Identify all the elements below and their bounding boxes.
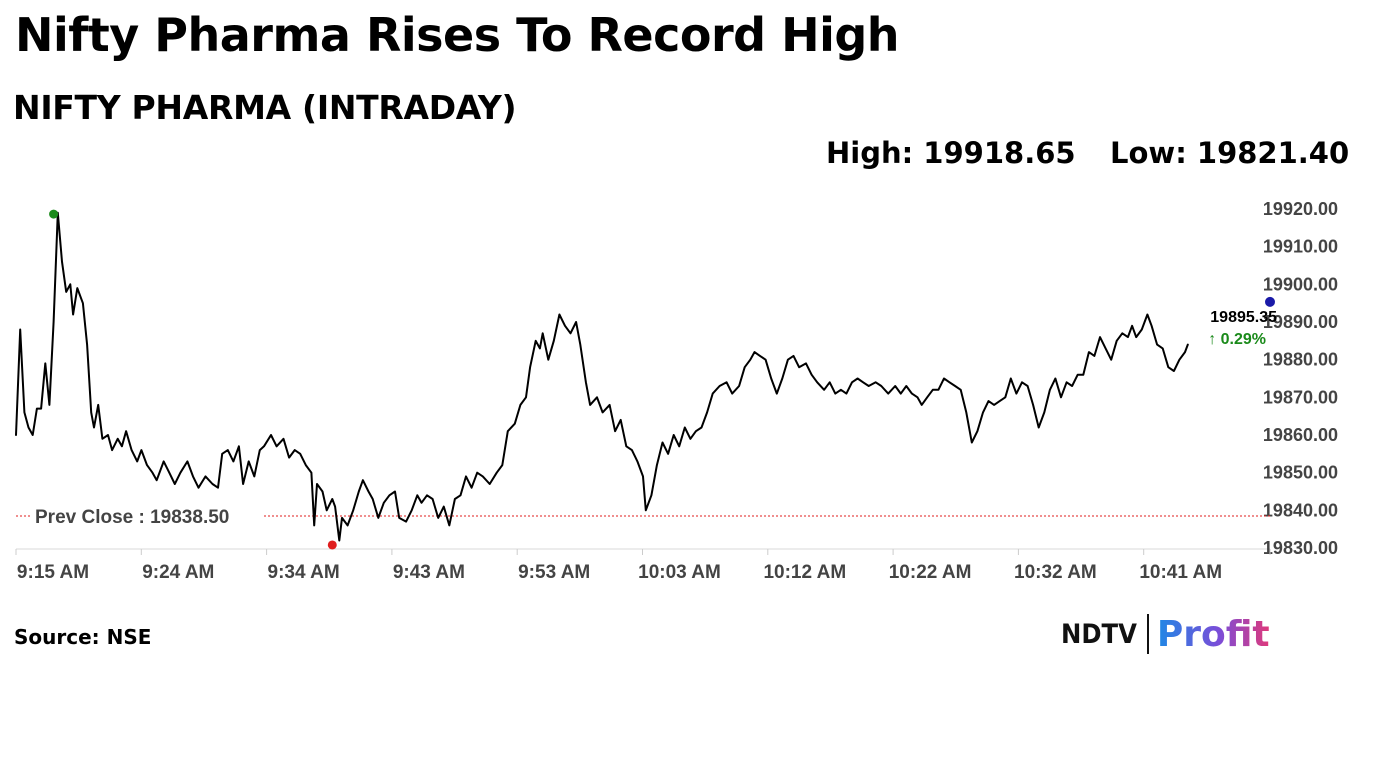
- x-tick-label: 10:12 AM: [763, 562, 846, 583]
- y-tick-label: 19890.00: [1263, 312, 1338, 332]
- x-tick-label: 9:34 AM: [268, 562, 340, 583]
- change-percent-label: ↑ 0.29%: [1208, 331, 1266, 348]
- y-tick-label: 19910.00: [1263, 237, 1338, 257]
- x-tick-label: 10:03 AM: [638, 562, 721, 583]
- y-tick-label: 19900.00: [1263, 274, 1338, 294]
- y-tick-label: 19870.00: [1263, 387, 1338, 407]
- intraday-line-chart: 19920.00 19910.00 19900.00 19890.00 19880.00…: [15, 199, 1338, 583]
- x-tick-label: 9:24 AM: [142, 562, 214, 583]
- price-line: [15, 211, 1189, 542]
- x-tick-label: 9:53 AM: [518, 562, 590, 583]
- high-marker: [49, 209, 59, 219]
- logo-profit-text: Profit: [1156, 613, 1270, 655]
- prev-close-label: Prev Close : 19838.50: [35, 507, 229, 528]
- y-tick-label: 19840.00: [1263, 500, 1338, 520]
- last-value-marker: [1265, 296, 1275, 307]
- y-tick-label: 19830.00: [1263, 538, 1338, 558]
- x-tick-label: 9:43 AM: [393, 562, 465, 583]
- ndtv-profit-logo: NDTV Profit: [1061, 612, 1270, 656]
- x-tick-label: 10:41 AM: [1139, 562, 1222, 583]
- source-note: Source: NSE: [14, 625, 152, 649]
- last-value-label: 19895.35: [1210, 309, 1277, 326]
- low-value: Low: 19821.40: [1110, 136, 1350, 170]
- x-tick-label: 9:15 AM: [17, 562, 89, 583]
- low-marker: [327, 540, 337, 550]
- prev-close-label-bg: [30, 501, 262, 526]
- chart-subtitle: NIFTY PHARMA (INTRADAY): [13, 88, 517, 127]
- y-tick-label: 19860.00: [1263, 425, 1338, 445]
- x-tick-label: 10:32 AM: [1014, 562, 1097, 583]
- high-value: High: 19918.65: [826, 136, 1076, 170]
- y-tick-label: 19920.00: [1263, 199, 1338, 219]
- y-tick-label: 19850.00: [1263, 463, 1338, 483]
- y-tick-label: 19880.00: [1263, 350, 1338, 370]
- logo-divider: [1146, 614, 1149, 654]
- logo-ndtv-text: NDTV: [1061, 618, 1137, 650]
- x-tick-label: 10:22 AM: [889, 562, 972, 583]
- headline: Nifty Pharma Rises To Record High: [15, 8, 900, 62]
